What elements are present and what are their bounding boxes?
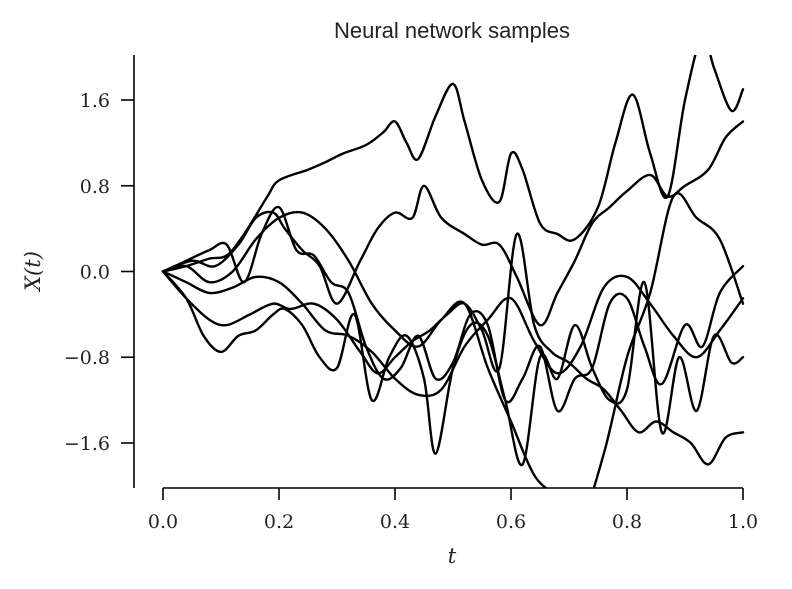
y-axis-ticks: 1.6 0.8 0.0 −0.8 −1.6 [64, 90, 134, 455]
y-tick-label: 0.0 [80, 262, 110, 284]
x-tick-label: 0.0 [148, 511, 178, 533]
y-tick-label: −0.8 [64, 347, 110, 369]
chart-title: Neural network samples [334, 18, 570, 43]
y-tick-label: 1.6 [80, 90, 110, 112]
x-tick-label: 0.4 [380, 511, 410, 533]
sample-line-2 [161, 120, 745, 327]
y-tick-label: −1.6 [64, 433, 110, 455]
y-tick-label: 0.8 [80, 176, 110, 198]
x-tick-label: 0.2 [264, 511, 294, 533]
y-axis-label: X(t) [21, 251, 45, 293]
sample-line-5 [161, 232, 745, 466]
sample-line-1 [161, 55, 745, 273]
x-tick-label: 0.6 [496, 511, 526, 533]
sample-line-6 [161, 192, 745, 488]
x-tick-label: 0.8 [612, 511, 642, 533]
x-axis-ticks: 0.0 0.2 0.4 0.6 0.8 1.0 [148, 488, 758, 533]
sample-line-7 [161, 270, 745, 398]
sample-line-4 [161, 270, 745, 467]
x-axis-label: t [448, 544, 457, 568]
plot-area [161, 55, 745, 488]
x-tick-label: 1.0 [728, 511, 758, 533]
